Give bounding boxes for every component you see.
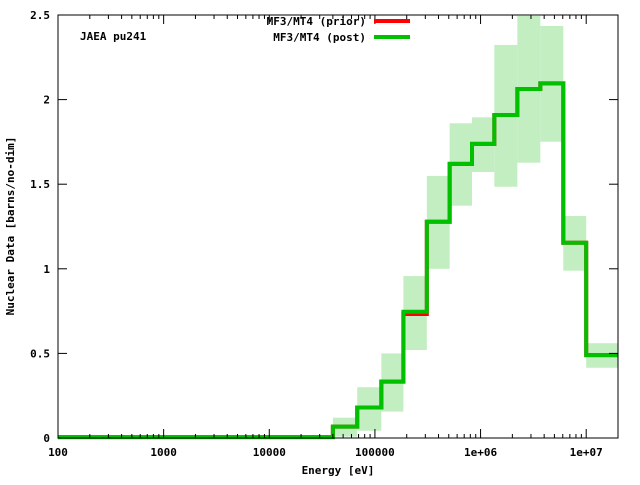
y-tick-label: 2.5 (30, 9, 50, 22)
series-lines (58, 81, 618, 440)
x-tick-label: 100 (48, 446, 68, 459)
x-tick-label: 100000 (355, 446, 395, 459)
y-tick-label: 0 (43, 432, 50, 445)
y-tick-label: 2 (43, 94, 50, 107)
axis-ticks: 100 1000 10000 100000 1e+06 1e+07 0 0.5 1 1.5 2 2.5 (30, 9, 619, 459)
x-axis-label: Energy [eV] (302, 464, 375, 477)
x-tick-label: 1e+07 (570, 446, 603, 459)
plot-frame (57, 14, 619, 439)
legend-label-post: MF3/MT4 (post) (273, 31, 366, 44)
x-tick-label: 1000 (150, 446, 177, 459)
y-tick-label: 1 (43, 263, 50, 276)
y-tick-label: 0.5 (30, 347, 50, 360)
x-tick-label: 10000 (253, 446, 286, 459)
annotation-label: JAEA pu241 (80, 30, 147, 43)
series-line-post (58, 81, 618, 440)
y-axis-label: Nuclear Data [barns/no-dim] (4, 137, 17, 316)
y-tick-label: 1.5 (30, 178, 50, 191)
x-tick-label: 1e+06 (464, 446, 497, 459)
uncertainty-bands (58, 16, 618, 438)
legend-label-prior: MF3/MT4 (prior) (267, 15, 366, 28)
